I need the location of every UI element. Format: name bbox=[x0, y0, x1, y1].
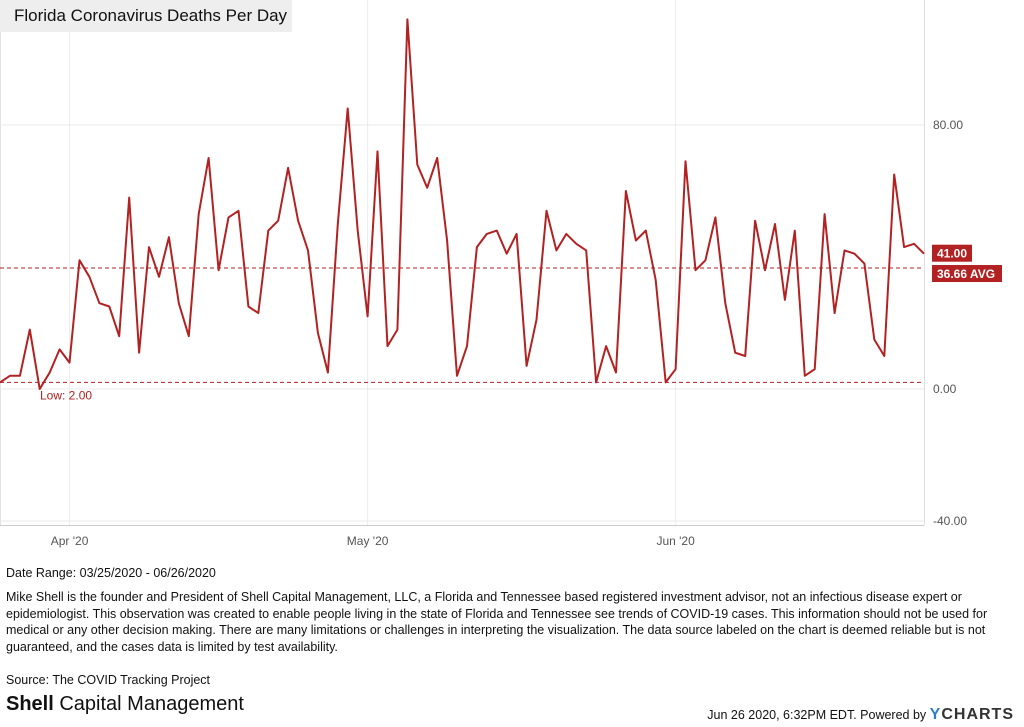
chart-title: Florida Coronavirus Deaths Per Day bbox=[14, 6, 288, 25]
deaths-series-line bbox=[0, 18, 925, 390]
last-value-label: 41.00 bbox=[937, 247, 967, 261]
reference-lines bbox=[0, 267, 924, 383]
ycharts-logo: YCHARTS bbox=[929, 706, 1014, 723]
y-tick-label: -40.00 bbox=[933, 514, 967, 528]
chart-title-box: Florida Coronavirus Deaths Per Day bbox=[0, 0, 292, 32]
chart: Apr '20 May '20 Jun '20 80.00 0.00 -40.00 Lo… bbox=[0, 0, 1002, 548]
x-tick-label: Apr '20 bbox=[51, 534, 89, 548]
brand-bold: Shell bbox=[6, 693, 54, 715]
brand-logo: Shell Capital Management bbox=[6, 693, 244, 716]
x-tick-label: May '20 bbox=[347, 534, 389, 548]
vertical-gridlines bbox=[69, 0, 677, 525]
horizontal-gridlines bbox=[0, 124, 924, 522]
y-tick-label: 0.00 bbox=[933, 382, 957, 396]
x-tick-labels: Apr '20 May '20 Jun '20 bbox=[51, 534, 695, 548]
avg-label: 36.66 AVG bbox=[937, 267, 995, 281]
low-label: Low: 2.00 bbox=[40, 388, 92, 402]
x-tick-label: Jun '20 bbox=[656, 534, 695, 548]
timestamp: Jun 26 2020, 6:32PM EDT. Powered by bbox=[707, 708, 927, 722]
disclaimer-text: Mike Shell is the founder and President … bbox=[6, 590, 988, 654]
last-value-flag: 41.00 bbox=[932, 244, 972, 262]
timestamp-powered-by: Jun 26 2020, 6:32PM EDT. Powered by YCHA… bbox=[707, 706, 1014, 724]
y-tick-labels: 80.00 0.00 -40.00 bbox=[933, 118, 967, 528]
y-tick-label: 80.00 bbox=[933, 118, 963, 132]
source-line: Source: The COVID Tracking Project bbox=[6, 673, 211, 687]
date-range: Date Range: 03/25/2020 - 06/26/2020 bbox=[6, 566, 216, 580]
avg-flag: 36.66 AVG bbox=[932, 265, 1002, 283]
brand-rest: Capital Management bbox=[59, 693, 244, 715]
